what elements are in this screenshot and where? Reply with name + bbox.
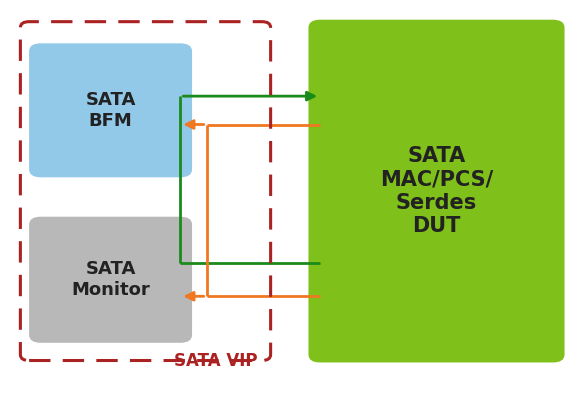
- Text: SATA
MAC/PCS/
Serdes
DUT: SATA MAC/PCS/ Serdes DUT: [380, 146, 493, 236]
- Text: SATA VIP: SATA VIP: [173, 352, 257, 370]
- Text: SATA
Monitor: SATA Monitor: [71, 260, 150, 299]
- FancyBboxPatch shape: [29, 217, 192, 343]
- Text: SATA
BFM: SATA BFM: [86, 91, 136, 130]
- FancyBboxPatch shape: [29, 43, 192, 177]
- FancyBboxPatch shape: [308, 20, 565, 362]
